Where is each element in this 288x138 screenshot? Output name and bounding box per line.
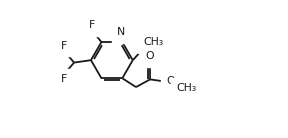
Text: CH₃: CH₃ bbox=[176, 83, 196, 93]
Text: F: F bbox=[61, 41, 68, 51]
Text: CH₃: CH₃ bbox=[143, 37, 164, 47]
Text: F: F bbox=[89, 21, 95, 30]
Text: N: N bbox=[118, 27, 126, 37]
Text: O: O bbox=[146, 51, 154, 61]
Text: O: O bbox=[166, 76, 175, 86]
Text: F: F bbox=[61, 74, 68, 84]
